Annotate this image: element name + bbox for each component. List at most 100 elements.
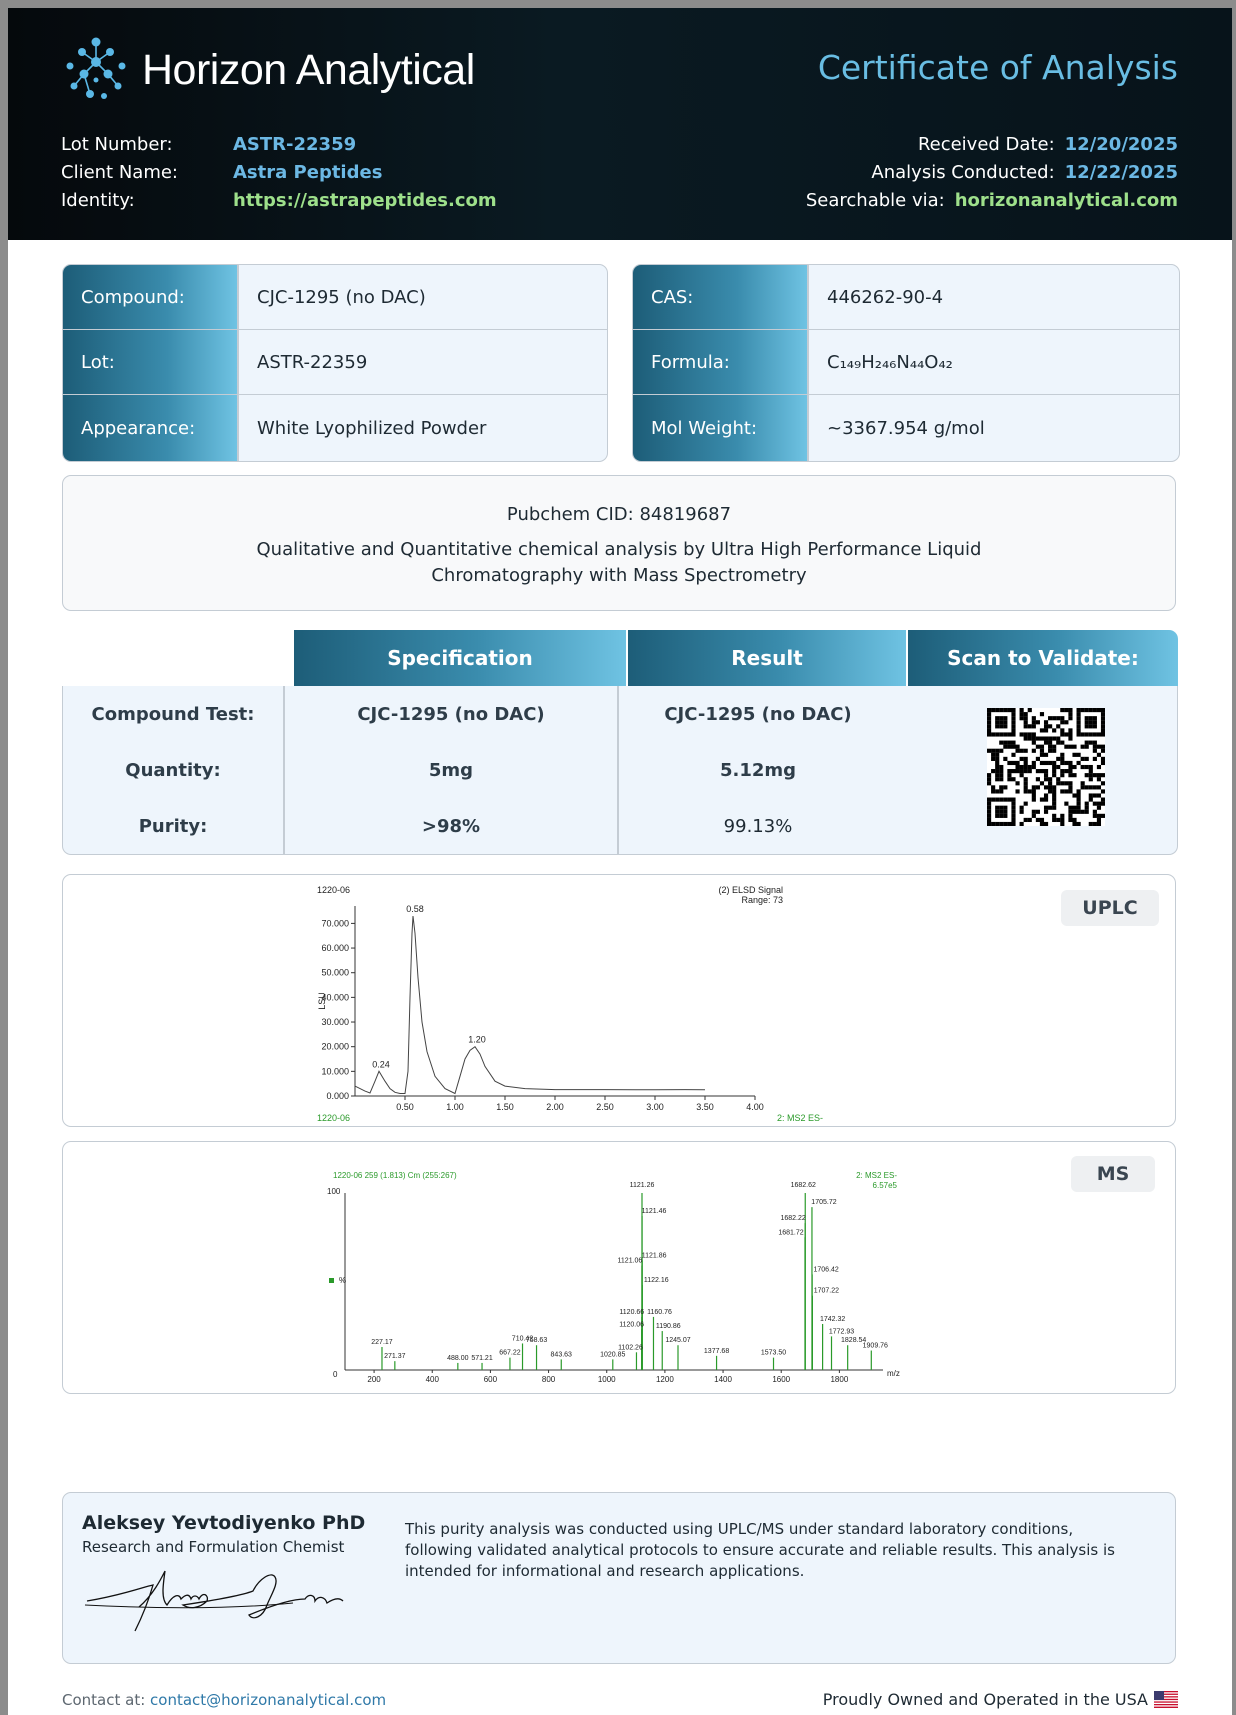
qr-module xyxy=(995,797,1000,802)
uplc-y-tick-label: 0.000 xyxy=(326,1091,349,1101)
ms-peak-label: 1706.42 xyxy=(814,1266,839,1273)
validation-qr-code[interactable] xyxy=(987,708,1105,826)
qr-module xyxy=(1084,785,1089,790)
identity-link[interactable]: https://astrapeptides.com xyxy=(233,189,497,211)
pubchem-cid: Pubchem CID: 84819687 xyxy=(506,504,732,525)
qr-module xyxy=(1076,809,1081,814)
qr-module xyxy=(1100,773,1105,778)
qr-module xyxy=(1007,760,1012,766)
qr-module xyxy=(1023,748,1028,753)
lot-label: Lot: xyxy=(63,330,239,394)
qr-module xyxy=(1031,736,1036,741)
qr-module xyxy=(1052,805,1057,810)
qr-module xyxy=(1031,785,1036,790)
qr-module xyxy=(995,752,1000,757)
qr-module xyxy=(1064,760,1069,766)
cas-label: CAS: xyxy=(633,265,809,329)
qr-module xyxy=(1092,813,1097,818)
uplc-sample-id: 1220-06 xyxy=(317,885,350,895)
uplc-badge: UPLC xyxy=(1061,890,1159,926)
qr-module xyxy=(1060,781,1065,786)
lot-number-row: Lot Number: ASTR-22359 xyxy=(61,130,497,158)
searchable-link[interactable]: horizonanalytical.com xyxy=(954,189,1178,211)
qr-module xyxy=(1088,797,1093,802)
qr-module xyxy=(1023,724,1028,729)
qr-module xyxy=(1003,720,1008,725)
qr-module xyxy=(1088,793,1093,798)
qr-module xyxy=(1011,821,1016,826)
uplc-y-tick-label: 50.000 xyxy=(321,968,349,978)
certificate-page: Horizon Analytical Certificate of Analys… xyxy=(8,8,1232,1715)
qr-module xyxy=(1056,764,1061,770)
qr-module xyxy=(1052,817,1057,823)
qr-module xyxy=(1096,801,1102,806)
ms-marker-icon xyxy=(329,1278,334,1283)
qr-module xyxy=(1023,785,1028,790)
qr-module xyxy=(1019,769,1024,774)
test-label-column: Compound Test: Quantity: Purity: xyxy=(63,686,283,854)
qr-module xyxy=(1031,789,1036,794)
qr-module xyxy=(1072,817,1077,823)
qr-module xyxy=(1096,752,1102,757)
qr-module xyxy=(1035,736,1040,741)
qr-module xyxy=(1076,793,1081,798)
qr-module xyxy=(1064,769,1069,774)
qr-module xyxy=(1060,716,1065,721)
ms-peak-label: 1102.26 xyxy=(618,1344,643,1351)
qr-module xyxy=(1092,732,1097,737)
qr-module xyxy=(1076,805,1081,810)
qr-module xyxy=(1003,805,1008,810)
uplc-y-tick-label: 20.000 xyxy=(321,1042,349,1052)
qr-module xyxy=(1056,817,1061,823)
qr-module xyxy=(1080,785,1085,790)
qr-module xyxy=(1011,720,1016,725)
ms-peak-label: 488.00 xyxy=(447,1355,469,1362)
qr-module xyxy=(1007,797,1012,802)
qr-module xyxy=(1048,744,1053,749)
qr-module xyxy=(1015,744,1020,749)
qr-module xyxy=(1064,744,1069,749)
qr-module xyxy=(1052,773,1057,778)
molecule-logo-icon xyxy=(66,37,126,99)
qr-module xyxy=(1088,732,1093,737)
qr-module xyxy=(999,748,1004,753)
qr-module xyxy=(1043,752,1049,757)
formula-value: C₁₄₉H₂₄₆N₄₄O₄₂ xyxy=(827,351,953,373)
qr-module xyxy=(999,732,1004,737)
qr-module xyxy=(1048,748,1053,753)
qr-module xyxy=(1084,744,1089,749)
qr-module xyxy=(1043,805,1049,810)
qr-module xyxy=(1011,760,1016,766)
qr-module xyxy=(1035,777,1040,782)
qr-module xyxy=(1011,728,1016,733)
qr-module xyxy=(1023,760,1028,766)
qr-module xyxy=(1092,793,1097,798)
signatory-block: Aleksey Yevtodiyenko PhD Research and Fo… xyxy=(62,1492,1176,1664)
contact-email-link[interactable]: contact@horizonanalytical.com xyxy=(150,1691,387,1709)
qr-module xyxy=(1003,813,1008,818)
qr-module xyxy=(1019,716,1024,721)
qr-module xyxy=(1100,712,1105,717)
qr-module xyxy=(1031,716,1036,721)
qr-module xyxy=(995,760,1000,766)
qr-module xyxy=(1027,764,1032,770)
uplc-signal-label: (2) ELSD Signal xyxy=(718,885,783,895)
qr-module xyxy=(991,769,996,774)
qr-module xyxy=(1052,785,1057,790)
qr-module xyxy=(1007,740,1012,745)
qr-module xyxy=(999,773,1004,778)
uplc-x-tick-label: 3.00 xyxy=(646,1102,664,1112)
qr-module xyxy=(999,769,1004,774)
mol-weight-value: ~3367.954 g/mol xyxy=(827,417,985,439)
qr-module xyxy=(1048,724,1053,729)
qr-module xyxy=(1031,793,1036,798)
qr-module xyxy=(1100,744,1105,749)
ms-peak-label: 1377.68 xyxy=(704,1348,729,1355)
qr-module xyxy=(1011,813,1016,818)
qr-module xyxy=(987,724,992,729)
qr-module xyxy=(1043,769,1049,774)
qr-module xyxy=(1092,716,1097,721)
qr-module xyxy=(1023,756,1028,761)
qr-module xyxy=(1084,809,1089,814)
qr-module xyxy=(1003,797,1008,802)
